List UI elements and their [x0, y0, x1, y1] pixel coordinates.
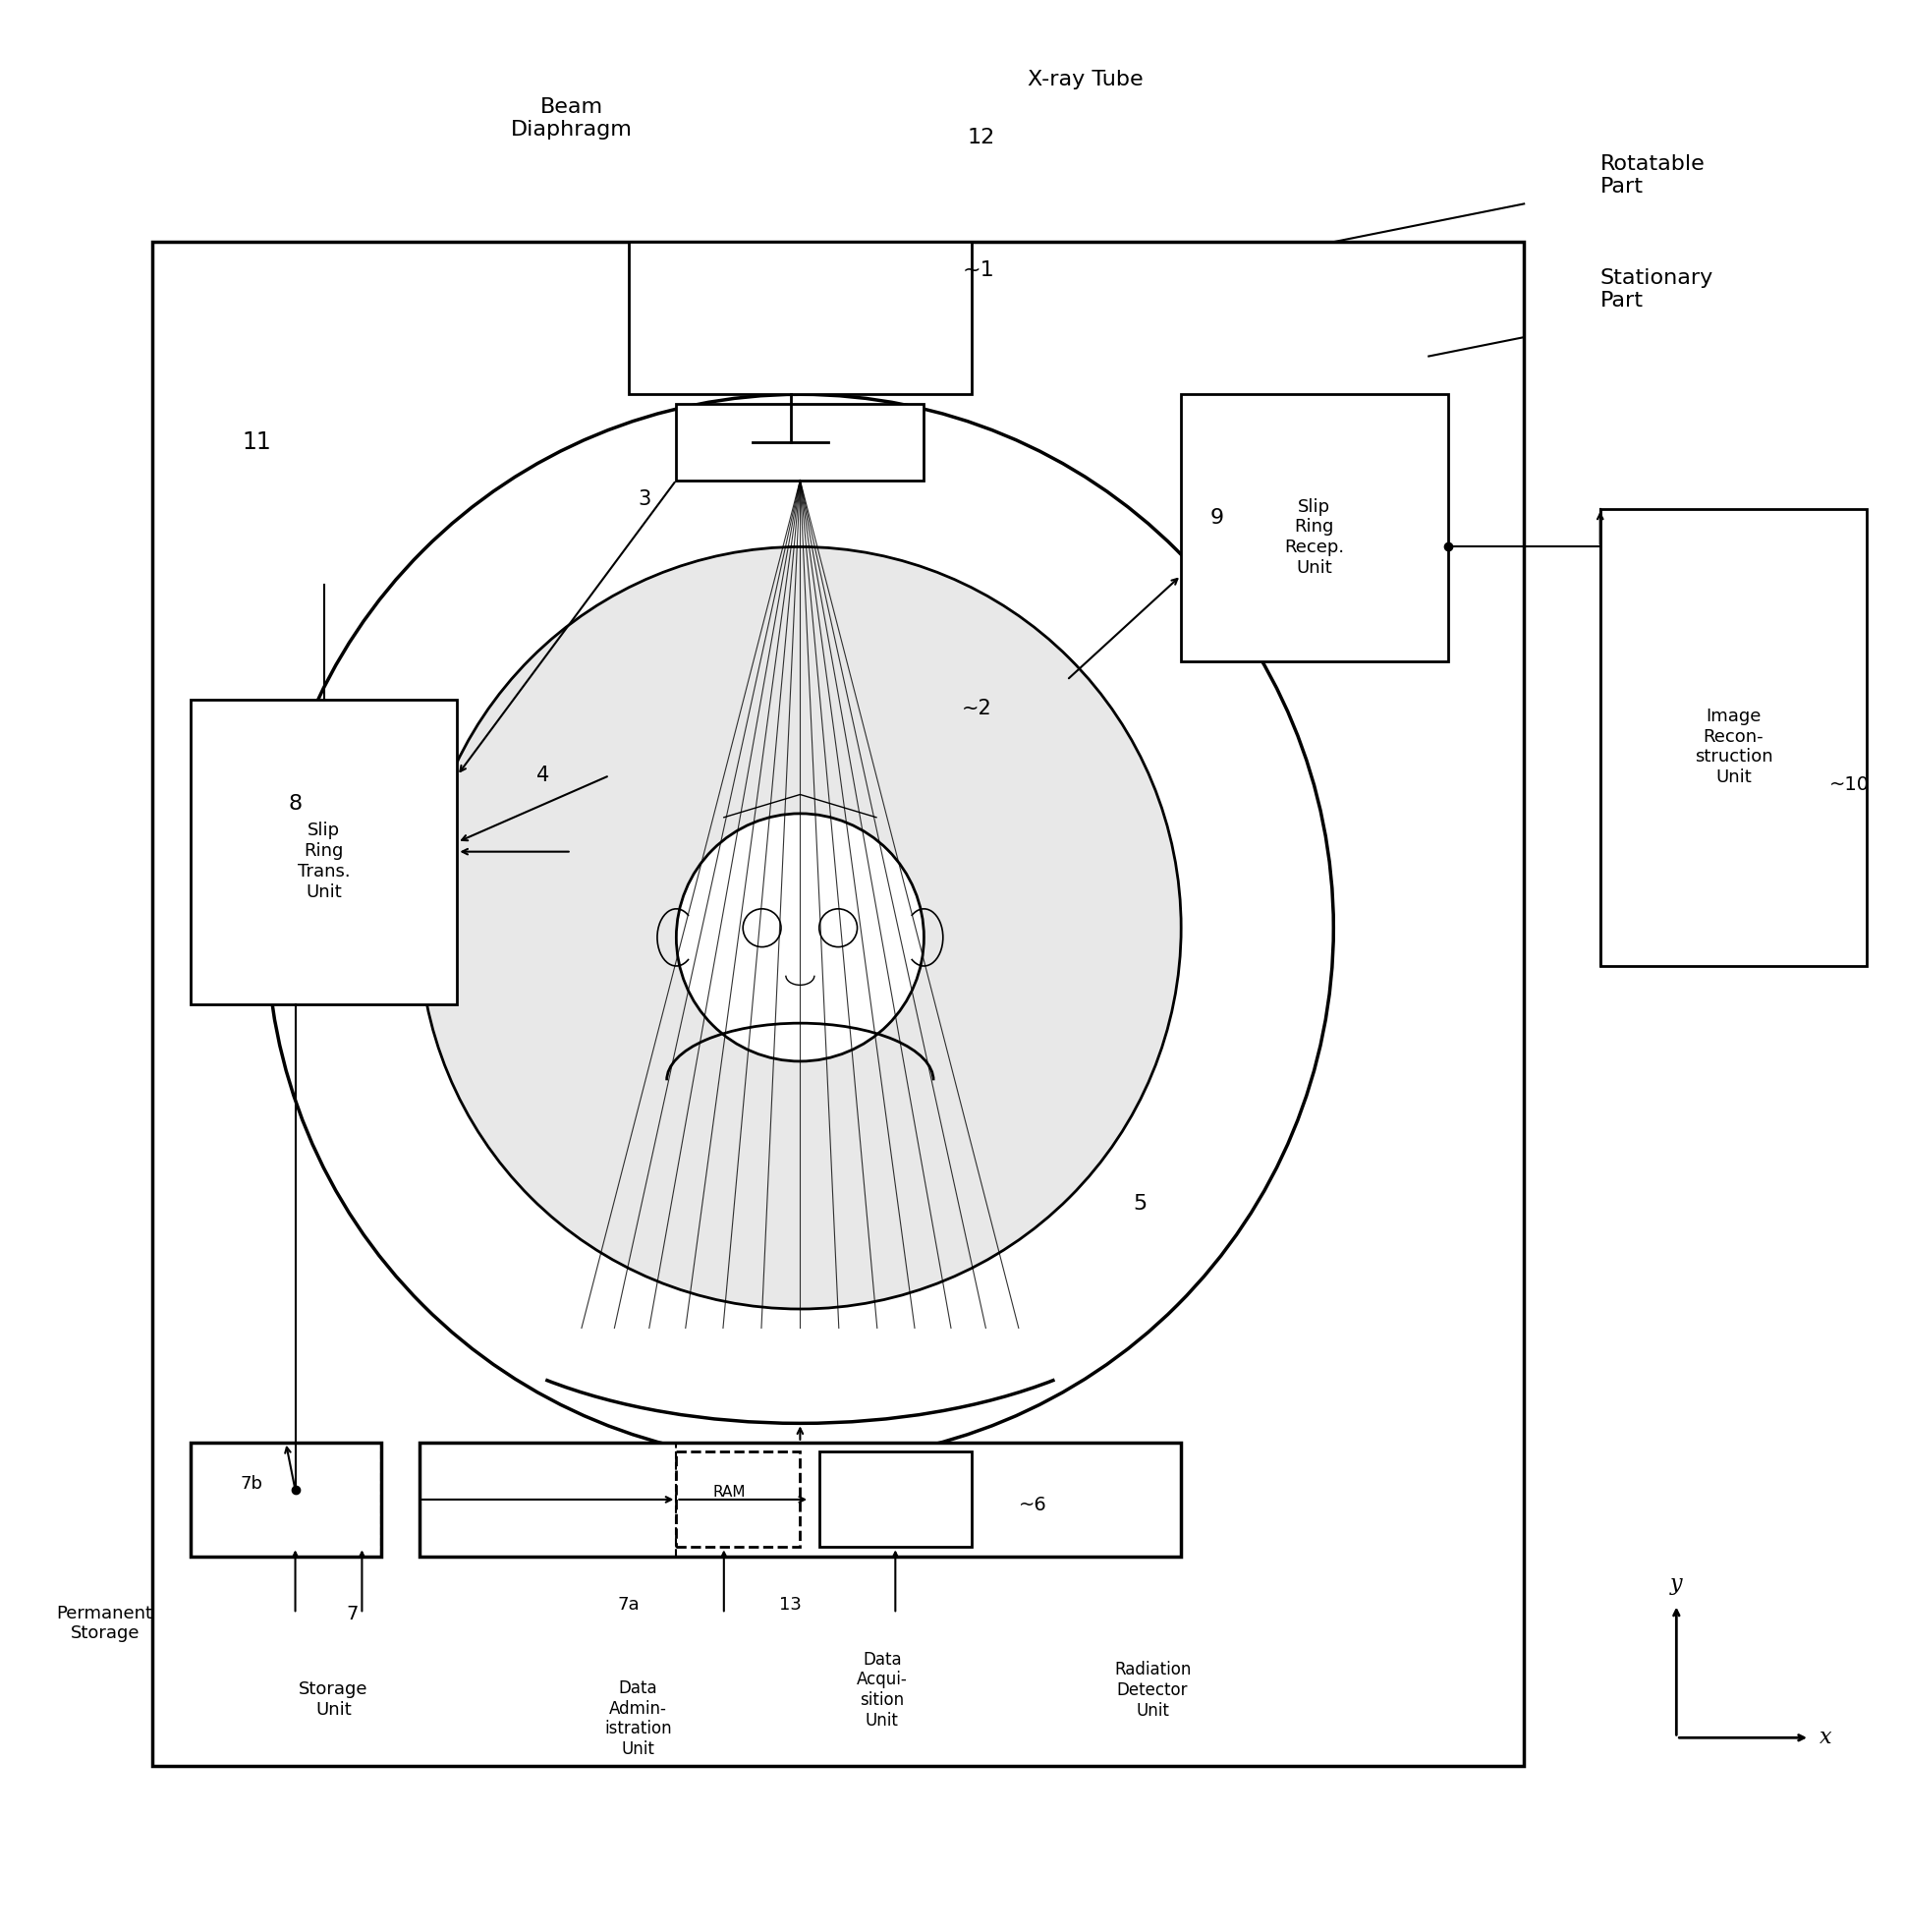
Bar: [190, 1443, 381, 1557]
Text: 3: 3: [638, 489, 652, 508]
Text: X-ray Tube: X-ray Tube: [1029, 70, 1143, 89]
Bar: [676, 404, 924, 481]
Text: ~10: ~10: [1829, 775, 1869, 794]
Text: Slip
Ring
Trans.
Unit: Slip Ring Trans. Unit: [297, 821, 351, 900]
Text: 13: 13: [779, 1596, 802, 1613]
Text: Slip
Ring
Recep.
Unit: Slip Ring Recep. Unit: [1284, 498, 1345, 578]
Text: ~1: ~1: [962, 261, 994, 280]
Text: 7b: 7b: [240, 1476, 263, 1493]
Bar: [190, 699, 457, 1005]
Text: Data
Acqui-
sition
Unit: Data Acqui- sition Unit: [857, 1650, 907, 1729]
Text: Permanent
Storage: Permanent Storage: [57, 1604, 152, 1642]
Text: RAM: RAM: [712, 1484, 747, 1499]
Text: x: x: [1819, 1727, 1831, 1748]
Circle shape: [819, 908, 857, 947]
Text: Data
Admin-
istration
Unit: Data Admin- istration Unit: [604, 1679, 672, 1758]
Text: Beam
Diaphragm: Beam Diaphragm: [511, 97, 632, 139]
Text: 4: 4: [537, 765, 549, 784]
Text: ~6: ~6: [1019, 1495, 1048, 1515]
Text: 11: 11: [242, 431, 272, 454]
Bar: [1600, 508, 1867, 966]
Text: ~2: ~2: [962, 699, 993, 719]
Bar: [819, 1451, 972, 1548]
Bar: [1181, 394, 1448, 661]
Text: 5: 5: [1133, 1194, 1147, 1213]
Circle shape: [743, 908, 781, 947]
Bar: [152, 242, 1524, 1766]
Text: y: y: [1671, 1573, 1682, 1594]
Text: Rotatable
Part: Rotatable Part: [1600, 155, 1705, 197]
Text: Storage
Unit: Storage Unit: [299, 1681, 368, 1719]
Text: 9: 9: [1210, 508, 1223, 527]
Text: Stationary
Part: Stationary Part: [1600, 269, 1713, 311]
Bar: [629, 242, 972, 394]
Bar: [676, 1451, 800, 1548]
Text: 12: 12: [968, 128, 994, 147]
Text: 8: 8: [288, 794, 303, 813]
Circle shape: [676, 813, 924, 1061]
Bar: [419, 1443, 1181, 1557]
Text: 7a: 7a: [617, 1596, 640, 1613]
Circle shape: [419, 547, 1181, 1310]
Text: Radiation
Detector
Unit: Radiation Detector Unit: [1114, 1662, 1191, 1719]
Text: 7: 7: [347, 1604, 358, 1623]
Text: Image
Recon-
struction
Unit: Image Recon- struction Unit: [1694, 707, 1774, 786]
